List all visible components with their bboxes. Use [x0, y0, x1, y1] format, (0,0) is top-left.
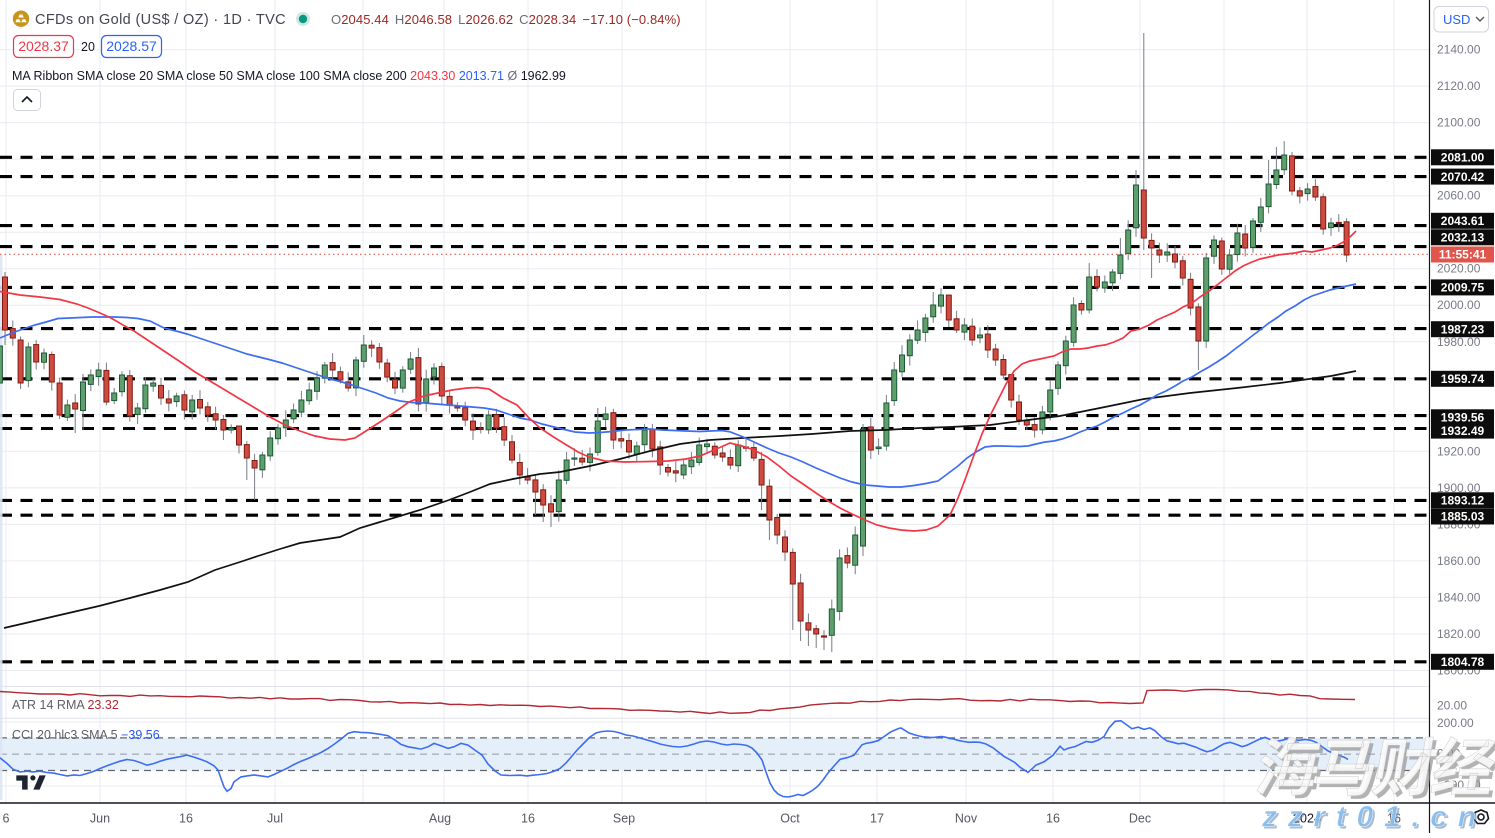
- svg-text:Dec: Dec: [1129, 812, 1151, 826]
- svg-text:1959.74: 1959.74: [1441, 372, 1485, 386]
- svg-text:16: 16: [1046, 812, 1060, 826]
- svg-text:2100.00: 2100.00: [1437, 116, 1481, 130]
- svg-text:Jun: Jun: [90, 812, 110, 826]
- svg-text:6: 6: [3, 812, 10, 826]
- svg-text:1820.00: 1820.00: [1437, 627, 1481, 641]
- svg-text:11:55:41: 11:55:41: [1439, 248, 1487, 262]
- svg-text:2120.00: 2120.00: [1437, 79, 1481, 93]
- svg-text:2032.13: 2032.13: [1441, 231, 1485, 245]
- svg-text:2000.00: 2000.00: [1437, 298, 1481, 312]
- svg-text:20: 20: [81, 40, 95, 54]
- svg-text:2020.00: 2020.00: [1437, 262, 1481, 276]
- svg-text:1987.23: 1987.23: [1441, 322, 1485, 336]
- svg-text:2028.37: 2028.37: [18, 38, 69, 54]
- svg-text:MA Ribbon SMA close 20 SMA clo: MA Ribbon SMA close 20 SMA close 50 SMA …: [12, 69, 566, 83]
- svg-text:16: 16: [179, 812, 193, 826]
- svg-text:CFDs on Gold (US$ / OZ) · 1D ·: CFDs on Gold (US$ / OZ) · 1D · TVC: [35, 12, 286, 28]
- svg-text:2140.00: 2140.00: [1437, 43, 1481, 57]
- svg-text:1932.49: 1932.49: [1441, 424, 1485, 438]
- svg-text:1804.78: 1804.78: [1441, 655, 1485, 669]
- svg-text:zzrt01.cn: zzrt01.cn: [1261, 801, 1483, 834]
- svg-text:1885.03: 1885.03: [1441, 510, 1485, 524]
- svg-text:1920.00: 1920.00: [1437, 444, 1481, 458]
- svg-text:1860.00: 1860.00: [1437, 554, 1481, 568]
- svg-text:Aug: Aug: [429, 812, 451, 826]
- svg-text:2009.75: 2009.75: [1441, 281, 1485, 295]
- svg-text:2081.00: 2081.00: [1441, 151, 1485, 165]
- svg-text:USD: USD: [1443, 12, 1470, 27]
- svg-text:17: 17: [870, 812, 884, 826]
- svg-text:Sep: Sep: [613, 812, 635, 826]
- svg-text:1939.56: 1939.56: [1441, 411, 1485, 425]
- svg-text:2060.00: 2060.00: [1437, 189, 1481, 203]
- svg-text:CCI 20 hlc3 SMA 5 −39.56: CCI 20 hlc3 SMA 5 −39.56: [12, 728, 160, 742]
- svg-text:Nov: Nov: [955, 812, 978, 826]
- svg-text:Jul: Jul: [267, 812, 283, 826]
- svg-text:Oct: Oct: [780, 812, 800, 826]
- svg-text:1840.00: 1840.00: [1437, 590, 1481, 604]
- svg-text:16: 16: [521, 812, 535, 826]
- svg-text:ATR 14 RMA 23.32: ATR 14 RMA 23.32: [12, 698, 119, 712]
- svg-text:2043.61: 2043.61: [1441, 214, 1485, 228]
- svg-text:1893.12: 1893.12: [1441, 494, 1485, 508]
- svg-text:200.00: 200.00: [1437, 716, 1474, 730]
- svg-text:20.00: 20.00: [1437, 699, 1467, 713]
- svg-text:2028.57: 2028.57: [106, 38, 157, 54]
- svg-text:2070.42: 2070.42: [1441, 170, 1485, 184]
